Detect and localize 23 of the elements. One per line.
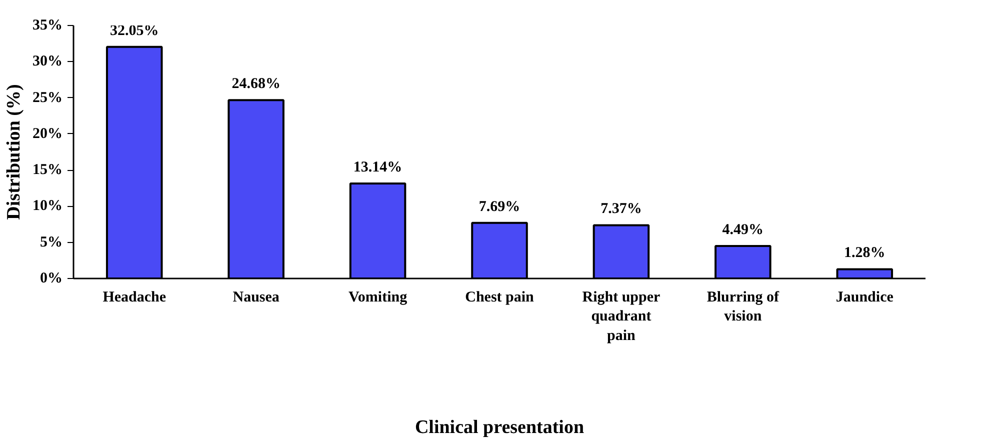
x-axis-title: Clinical presentation xyxy=(414,416,584,438)
y-tick-label: 15% xyxy=(32,162,62,178)
y-tick-label: 0% xyxy=(40,270,62,286)
y-tick-label: 10% xyxy=(32,198,62,214)
x-tick-label: Jaundice xyxy=(836,290,894,306)
data-label: 7.69% xyxy=(478,198,520,215)
x-tick-label: Headache xyxy=(102,290,166,306)
y-tick-label: 25% xyxy=(32,90,62,106)
data-label: 4.49% xyxy=(722,222,764,238)
y-tick-label: 30% xyxy=(32,54,62,70)
data-label: 7.37% xyxy=(600,201,642,218)
data-label: 13.14% xyxy=(353,160,402,176)
y-tick-label: 35% xyxy=(32,18,62,34)
data-label: 24.68% xyxy=(232,76,280,92)
x-tick-label: Chest pain xyxy=(465,290,535,306)
x-tick-label: Right upper quadrant pain xyxy=(582,290,661,344)
data-label: 1.28% xyxy=(844,245,886,262)
y-tick-label: 20% xyxy=(32,126,62,142)
x-tick-label: Nausea xyxy=(232,290,280,306)
x-tick-label: Blurring of vision xyxy=(706,290,780,325)
y-tick-label: 5% xyxy=(40,234,62,250)
x-tick-label: Vomiting xyxy=(348,290,408,306)
y-axis-title: Distribution (%) xyxy=(4,84,24,220)
